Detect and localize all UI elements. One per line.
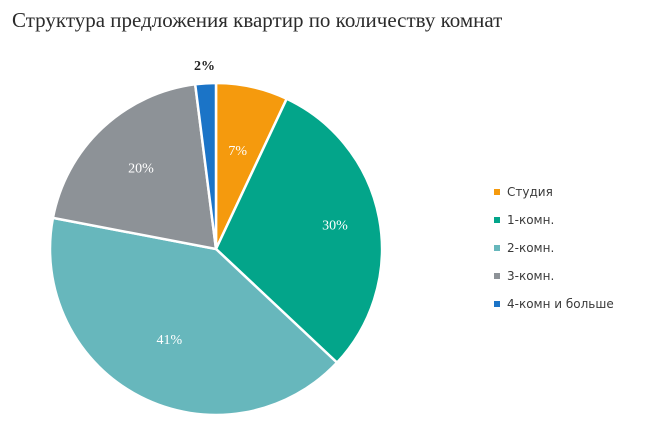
legend-swatch <box>494 189 500 195</box>
legend-swatch <box>494 273 500 279</box>
legend-item-3-комн: 3-комн. <box>494 262 614 290</box>
legend-label: 3-комн. <box>507 269 555 283</box>
pie-slice-4-комн-и-больше <box>193 81 218 251</box>
legend-item-студия: Студия <box>494 178 614 206</box>
legend-item-1-комн: 1-комн. <box>494 206 614 234</box>
slice-label-3-комн: 20% <box>128 161 154 176</box>
pie-slices <box>48 81 384 417</box>
legend: Студия 1-комн. 2-комн. 3-комн. 4-комн и боль… <box>494 178 614 318</box>
legend-swatch <box>494 245 500 251</box>
slice-label-2-комн: 41% <box>156 333 182 348</box>
legend-label: 4-комн и больше <box>507 297 614 311</box>
legend-label: Студия <box>507 185 553 199</box>
slice-label-1-комн: 30% <box>322 219 348 234</box>
legend-item-2-комн: 2-комн. <box>494 234 614 262</box>
legend-swatch <box>494 301 500 307</box>
pie-slice-3-комн <box>51 83 218 251</box>
chart-title: Структура предложения квартир по количес… <box>12 8 503 32</box>
slice-label-студия: 7% <box>228 144 247 159</box>
legend-label: 2-комн. <box>507 241 555 255</box>
slice-label-4-комн-и-больше: 2% <box>194 59 215 74</box>
legend-label: 1-комн. <box>507 213 555 227</box>
pie-labels: 7% 30% 41% 20% 2% <box>128 59 348 348</box>
legend-item-4-комн-и-больше: 4-комн и больше <box>494 290 614 318</box>
legend-swatch <box>494 217 500 223</box>
pie-slice-1-комн <box>214 97 384 364</box>
pie-slice-2-комн <box>48 216 339 417</box>
